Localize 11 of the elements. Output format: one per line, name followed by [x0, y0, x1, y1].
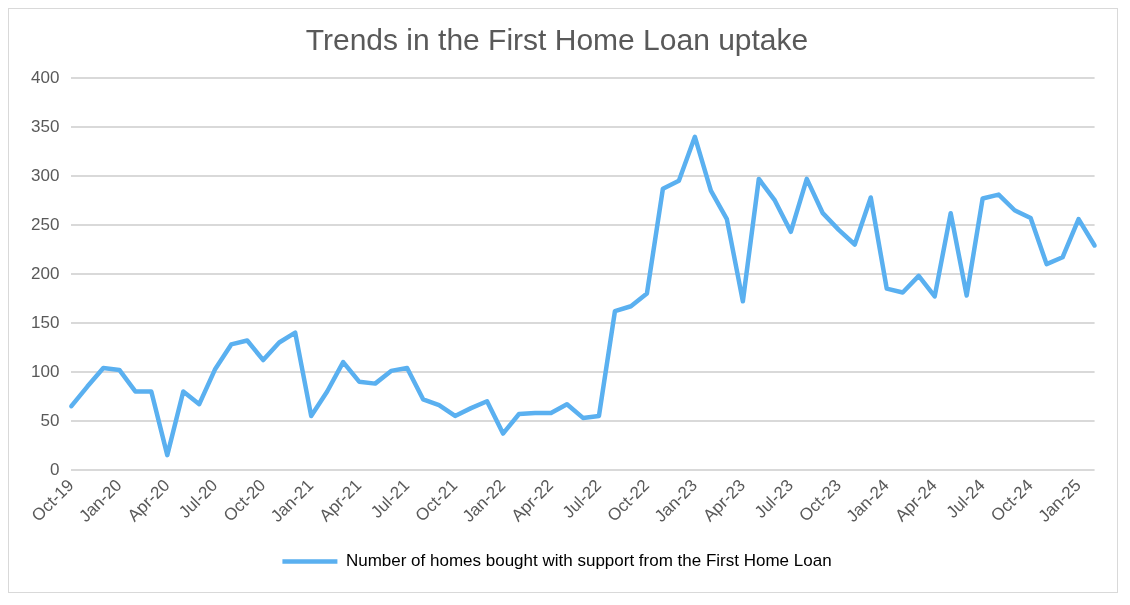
y-tick-label: 300 — [30, 165, 60, 185]
legend-label: Number of homes bought with support from the First Home Loan — [345, 551, 832, 571]
y-tick-label: 350 — [30, 116, 60, 136]
y-tick-label: 400 — [30, 67, 60, 87]
chart-title: Trends in the First Home Loan uptake — [305, 23, 809, 57]
y-tick-label: 250 — [30, 214, 60, 234]
y-tick-label: 100 — [30, 361, 60, 381]
y-tick-label: 50 — [40, 410, 60, 430]
y-tick-label: 200 — [30, 263, 60, 283]
y-tick-label: 0 — [49, 459, 60, 479]
y-tick-label: 150 — [30, 312, 60, 332]
